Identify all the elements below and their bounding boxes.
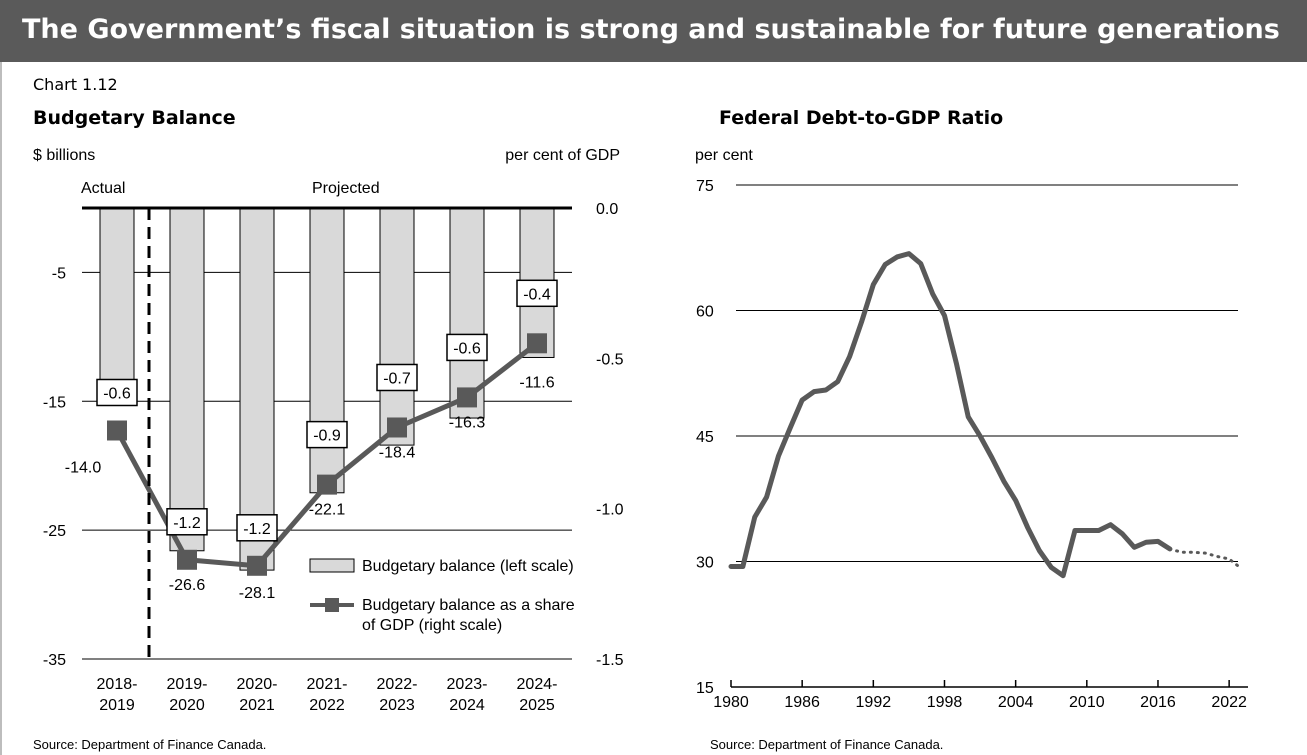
left-chart-axes: 2018- 2019 2019- 2020 2020- 2021 2021- 2022 2022… — [82, 206, 572, 714]
x-tick-label-year-end: 2025 — [519, 697, 555, 714]
budgetary-balance-bar — [169, 207, 205, 552]
right-axis-label: per cent of GDP — [505, 147, 620, 164]
actual-region-label: Actual — [81, 180, 125, 197]
gdp-share-label-box — [516, 279, 558, 308]
gdp-share-marker — [247, 555, 267, 576]
y-axis-tick-label: 45 — [696, 429, 714, 446]
debt-ratio-actual-line — [728, 251, 1173, 579]
x-tick-label-year-start: 2023- — [447, 676, 488, 693]
left-axis-tick-label: -35 — [43, 652, 66, 669]
right-source-note: Source: Department of Finance Canada. — [710, 737, 943, 752]
left-axis-label: $ billions — [33, 147, 95, 164]
legend-line-label: of GDP (right scale) — [362, 617, 502, 634]
x-axis-tick-label: 1980 — [713, 694, 749, 711]
budgetary-balance-value-label: -18.4 — [379, 444, 416, 461]
debt-to-gdp-chart: Federal Debt-to-GDP Ratio per cent 75 60 4… — [695, 107, 1248, 752]
gdp-share-marker — [387, 417, 407, 438]
debt-ratio-line — [728, 251, 1243, 579]
gdp-share-marker — [107, 420, 127, 441]
gdp-share-label-box — [306, 420, 348, 449]
gdp-share-label-box — [236, 514, 278, 542]
x-tick-label-year-end: 2022 — [309, 697, 345, 714]
budgetary-balance-bar — [449, 207, 485, 419]
right-axis-tick-label: -0.5 — [596, 351, 624, 368]
budgetary-balance-bar — [99, 207, 135, 389]
gdp-share-marker — [177, 549, 197, 570]
x-axis-tick-label: 2022 — [1211, 694, 1247, 711]
x-axis-tick-label: 1998 — [927, 694, 963, 711]
y-axis-tick-label: 60 — [696, 304, 714, 321]
x-axis-tick-label: 2004 — [998, 694, 1034, 711]
x-tick-label-year-end: 2019 — [99, 697, 135, 714]
gdp-share-label-box — [166, 508, 208, 536]
y-axis-tick-label: 30 — [696, 555, 714, 572]
right-chart-axes: 1980 1986 1992 1998 2004 2010 2016 2022 — [713, 680, 1248, 711]
x-axis-tick-label: 2016 — [1140, 694, 1176, 711]
budgetary-balance-value-label: -26.6 — [169, 577, 206, 594]
x-tick-label-year-start: 2019- — [167, 676, 208, 693]
legend-bar-swatch — [309, 558, 355, 573]
right-chart-y-axis-label: per cent — [695, 147, 753, 164]
budgetary-balance-value-label: -11.6 — [519, 374, 554, 391]
legend-bar-label: Budgetary balance (left scale) — [362, 558, 574, 575]
x-tick-label-year-start: 2018- — [97, 676, 138, 693]
x-tick-label-year-end: 2023 — [379, 697, 415, 714]
left-axis-tick-label: -15 — [43, 394, 66, 411]
x-tick-label-year-end: 2024 — [449, 697, 485, 714]
chart-number: Chart 1.12 — [33, 75, 118, 94]
gdp-share-label-box — [446, 333, 488, 362]
left-source-note: Source: Department of Finance Canada. — [33, 737, 266, 752]
x-tick-label-year-start: 2022- — [377, 676, 418, 693]
budgetary-balance-bar — [379, 207, 415, 446]
left-frame-rule — [0, 62, 2, 755]
gdp-share-label-box — [96, 378, 138, 407]
gdp-share-line — [107, 333, 547, 576]
x-tick-label-year-end: 2021 — [239, 697, 275, 714]
gdp-share-marker — [317, 474, 337, 495]
gdp-share-value-label: -1.2 — [173, 515, 201, 532]
gdp-share-value-label: -0.9 — [313, 428, 341, 445]
debt-to-gdp-title: Federal Debt-to-GDP Ratio — [719, 107, 1003, 129]
x-axis-tick-label: 2010 — [1069, 694, 1105, 711]
x-tick-label-year-start: 2020- — [237, 676, 278, 693]
budgetary-balance-value-label: -16.3 — [449, 414, 486, 431]
gdp-share-marker — [527, 333, 547, 354]
budgetary-balance-bar — [309, 207, 345, 494]
y-axis-tick-label: 15 — [696, 680, 714, 697]
projected-region-label: Projected — [312, 180, 380, 197]
gdp-share-value-label: -0.6 — [453, 340, 481, 357]
page-header: The Government’s fiscal situation is str… — [0, 0, 1307, 62]
left-axis-tick-label: -25 — [43, 523, 66, 540]
budgetary-balance-value-label: -14.0 — [65, 459, 102, 476]
right-axis-tick-label: -1.0 — [596, 502, 624, 519]
y-axis-tick-label: 75 — [696, 178, 714, 195]
x-axis-tick-label: 1986 — [784, 694, 820, 711]
gdp-share-value-label: -0.6 — [103, 385, 131, 402]
budgetary-balance-chart: Chart 1.12 Budgetary Balance $ billions … — [33, 75, 624, 752]
right-axis-tick-label: 0.0 — [596, 201, 618, 218]
budgetary-balance-value-label: -28.1 — [239, 585, 276, 602]
legend-line-marker — [325, 598, 339, 612]
gdp-share-value-label: -1.2 — [243, 521, 271, 538]
page-title: The Government’s fiscal situation is str… — [22, 14, 1280, 45]
right-axis-tick-label: -1.5 — [596, 652, 624, 669]
x-tick-label-year-start: 2021- — [307, 676, 348, 693]
left-chart-legend: Budgetary balance (left scale) Budgetary … — [309, 558, 575, 634]
gdp-share-value-label: -0.7 — [383, 370, 411, 387]
gdp-share-value-label: -0.4 — [523, 286, 551, 303]
right-chart-gridlines: 75 60 45 30 15 — [696, 178, 1238, 697]
budgetary-balance-value-label: -22.1 — [309, 502, 346, 519]
gdp-share-label-box — [376, 363, 418, 392]
x-tick-label-year-end: 2020 — [169, 697, 205, 714]
left-chart-gridlines: -5 -15 -25 -35 0.0 -0.5 -1.0 -1.5 — [43, 201, 624, 669]
budgetary-balance-title: Budgetary Balance — [33, 107, 236, 129]
legend-line-label: Budgetary balance as a share — [362, 597, 575, 614]
left-chart-data-labels: -0.6 -1.2 -1.2 -0.9 -0.7 -0.6 -0.4 -14.0 -26.6 -2… — [65, 279, 558, 602]
gdp-share-marker — [457, 387, 477, 408]
debt-ratio-projection-line — [1168, 547, 1243, 570]
x-tick-label-year-start: 2024- — [517, 676, 558, 693]
x-axis-tick-label: 1992 — [856, 694, 892, 711]
left-axis-tick-label: -5 — [52, 265, 66, 282]
